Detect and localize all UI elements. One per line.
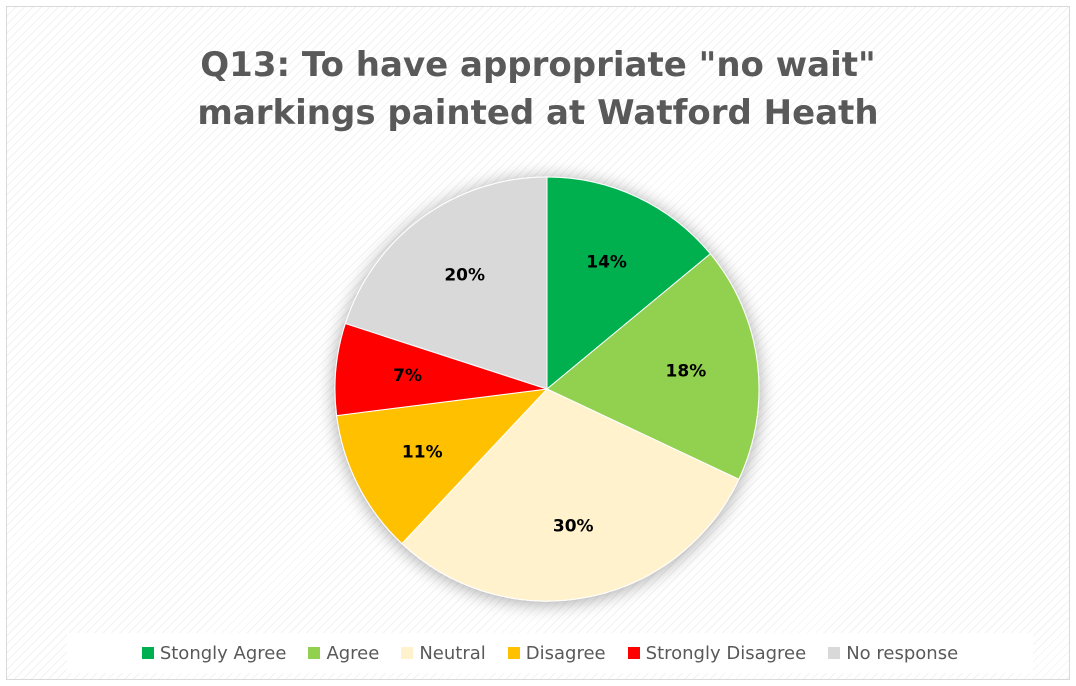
legend-item-no-response: No response [828,643,958,664]
chart-legend: Stongly Agree Agree Neutral Disagree Strongl… [67,633,1033,673]
legend-item-stongly-agree: Stongly Agree [141,642,287,664]
data-label-disagree: 11% [402,443,443,463]
chart-title-line-2: markings painted at Watford Heath [197,93,879,133]
data-label-strongly-disagree: 7% [393,366,422,386]
data-label-neutral: 30% [553,517,594,537]
pie-slice-stongly-agree [546,176,712,391]
data-label-agree: 18% [666,361,707,381]
legend-label: Neutral [419,642,486,664]
legend-swatch [828,647,841,659]
legend-item-neutral: Neutral [401,642,486,664]
legend-swatch [141,647,154,659]
chart-title-line-1: Q13: To have appropriate "no wait" [200,45,876,85]
pie-slice-disagree [336,388,549,545]
legend-swatch [308,647,321,659]
legend-label: Strongly Disagree [645,642,807,664]
legend-label: Disagree [525,642,606,664]
pie-slice-neutral [401,388,740,602]
data-label-no-response: 20% [444,266,485,286]
legend-label: Stongly Agree [159,642,287,664]
legend-swatch [507,647,520,659]
legend-label: No response [846,642,959,664]
legend-label: Agree [326,642,380,664]
legend-item-disagree: Disagree [507,642,606,664]
chart-area: Q13: To have appropriate "no wait" marki… [6,6,1070,680]
pie-slices [334,176,760,602]
pie-slice-agree [546,253,760,480]
pie-chart: 14% 18% 30% 11% 7% 20% [334,176,760,602]
legend-item-strongly-disagree: Strongly Disagree [627,642,807,664]
pie-data-labels: 14% 18% 30% 11% 7% 20% [393,252,706,536]
pie-slice-no-response [344,176,548,390]
legend-swatch [627,647,640,659]
chart-title: Q13: To have appropriate "no wait" marki… [7,41,1069,137]
legend-swatch [401,647,414,659]
data-label-stongly-agree: 14% [586,252,627,272]
legend-item-agree: Agree [308,643,379,664]
